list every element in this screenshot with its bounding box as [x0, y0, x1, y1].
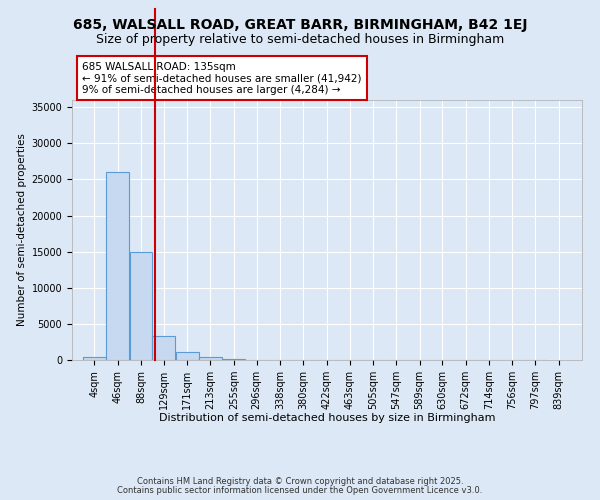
- Text: Contains public sector information licensed under the Open Government Licence v3: Contains public sector information licen…: [118, 486, 482, 495]
- Text: Size of property relative to semi-detached houses in Birmingham: Size of property relative to semi-detach…: [96, 32, 504, 46]
- Bar: [223, 358, 245, 360]
- Bar: [83, 357, 106, 360]
- Bar: [199, 357, 222, 360]
- Bar: [176, 352, 199, 360]
- Bar: [130, 252, 152, 360]
- Bar: [106, 172, 129, 360]
- Bar: [152, 336, 175, 360]
- Text: 685, WALSALL ROAD, GREAT BARR, BIRMINGHAM, B42 1EJ: 685, WALSALL ROAD, GREAT BARR, BIRMINGHA…: [73, 18, 527, 32]
- Y-axis label: Number of semi-detached properties: Number of semi-detached properties: [17, 134, 27, 326]
- X-axis label: Distribution of semi-detached houses by size in Birmingham: Distribution of semi-detached houses by …: [159, 414, 495, 424]
- Text: Contains HM Land Registry data © Crown copyright and database right 2025.: Contains HM Land Registry data © Crown c…: [137, 477, 463, 486]
- Text: 685 WALSALL ROAD: 135sqm
← 91% of semi-detached houses are smaller (41,942)
9% o: 685 WALSALL ROAD: 135sqm ← 91% of semi-d…: [82, 62, 362, 95]
